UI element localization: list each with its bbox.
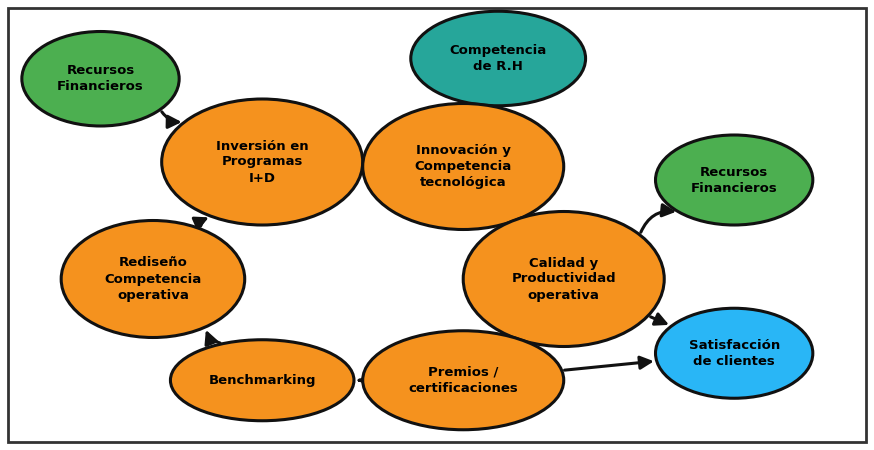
Ellipse shape: [363, 331, 564, 430]
Text: Calidad y
Productividad
operativa: Calidad y Productividad operativa: [511, 256, 616, 302]
Text: Benchmarking: Benchmarking: [209, 374, 316, 387]
Text: Recursos
Financieros: Recursos Financieros: [690, 166, 778, 194]
Text: Competencia
de R.H: Competencia de R.H: [449, 44, 547, 73]
Ellipse shape: [656, 308, 813, 398]
Ellipse shape: [656, 135, 813, 225]
Text: Satisfacción
de clientes: Satisfacción de clientes: [689, 339, 780, 368]
Ellipse shape: [22, 32, 179, 126]
Text: Inversión en
Programas
I+D: Inversión en Programas I+D: [216, 140, 309, 184]
Text: Rediseño
Competencia
operativa: Rediseño Competencia operativa: [104, 256, 202, 302]
Ellipse shape: [363, 104, 564, 230]
Ellipse shape: [411, 11, 586, 106]
Ellipse shape: [463, 212, 664, 346]
Ellipse shape: [170, 340, 354, 421]
Ellipse shape: [162, 99, 363, 225]
Ellipse shape: [61, 220, 245, 338]
Text: Premios /
certificaciones: Premios / certificaciones: [408, 366, 518, 395]
Text: Innovación y
Competencia
tecnológica: Innovación y Competencia tecnológica: [414, 144, 512, 189]
Text: Recursos
Financieros: Recursos Financieros: [57, 64, 144, 93]
